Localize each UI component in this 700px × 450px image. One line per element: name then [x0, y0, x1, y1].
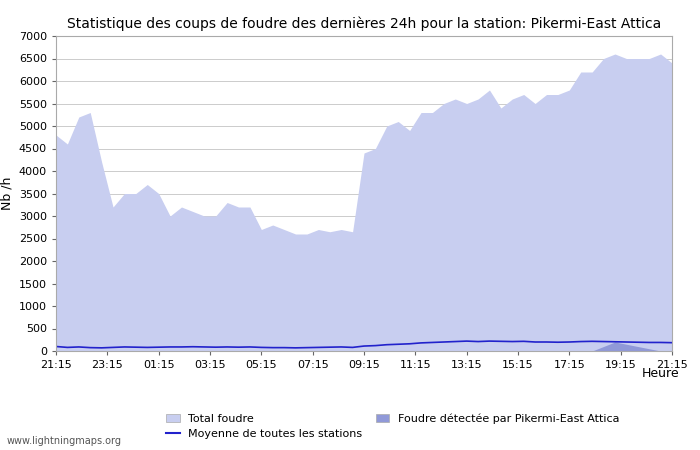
Y-axis label: Nb /h: Nb /h: [0, 177, 13, 210]
Title: Statistique des coups de foudre des dernières 24h pour la station: Pikermi-East : Statistique des coups de foudre des dern…: [67, 16, 661, 31]
Text: www.lightningmaps.org: www.lightningmaps.org: [7, 436, 122, 446]
Legend: Total foudre, Moyenne de toutes les stations, Foudre détectée par Pikermi-East A: Total foudre, Moyenne de toutes les stat…: [167, 413, 620, 439]
Text: Heure: Heure: [641, 367, 679, 380]
